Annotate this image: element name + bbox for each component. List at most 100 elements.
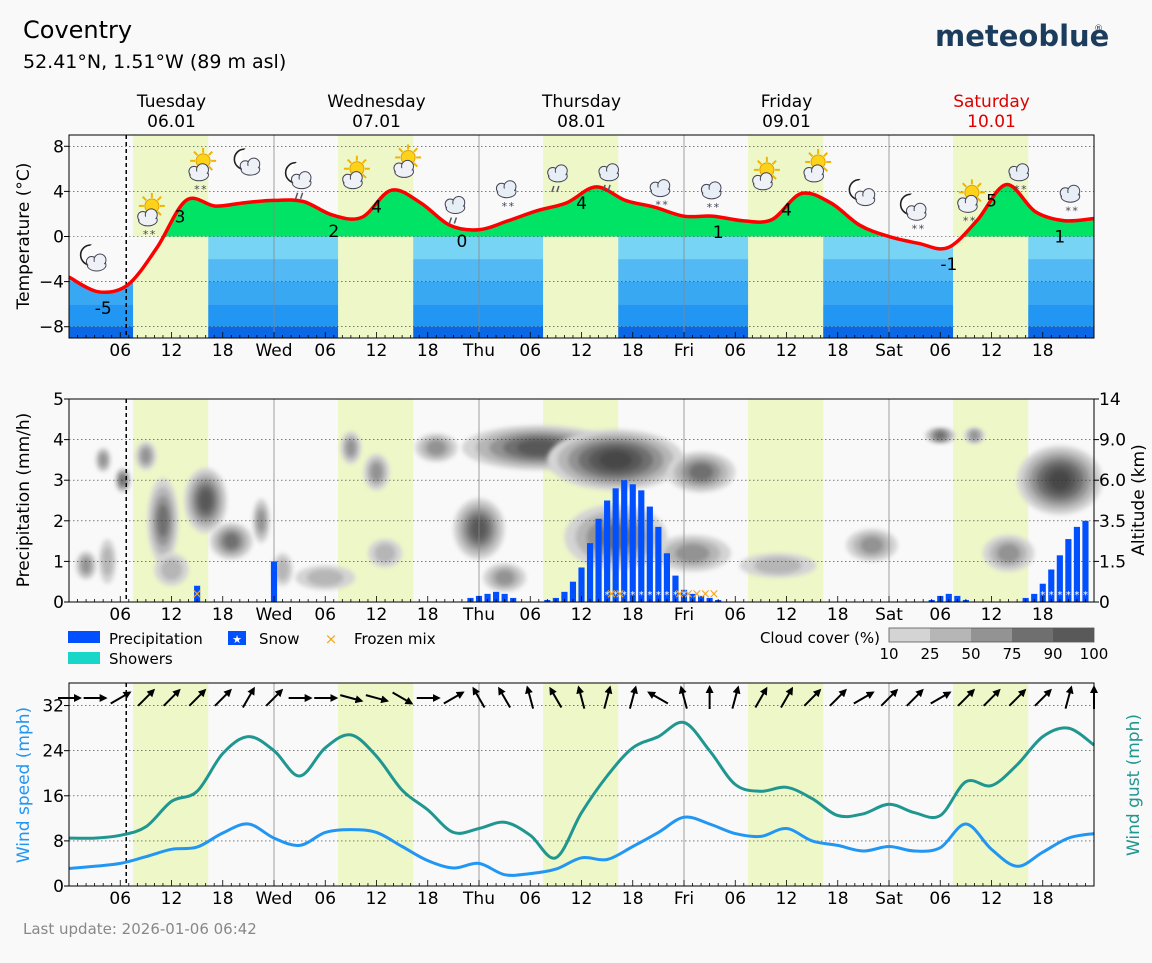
cloud-part (395, 168, 413, 177)
x-tick-label: 06 (519, 605, 541, 625)
wind-direction-arrow (110, 691, 132, 705)
rain-drop (607, 184, 611, 192)
x-tick-label: 12 (776, 341, 798, 361)
cloud-cover-scale-label: 25 (920, 645, 939, 663)
precipitation-bar (561, 591, 568, 602)
precipitation-bar (689, 593, 696, 602)
sun-cloud-snow-icon: * * (137, 192, 165, 241)
precipitation-bar (629, 484, 636, 602)
x-tick-label: 06 (109, 341, 131, 361)
temperature-value-label: -5 (95, 299, 112, 319)
x-tick-label: 06 (929, 605, 951, 625)
cloud-part (549, 172, 567, 182)
cloud-cover-swatch (1012, 628, 1053, 642)
x-tick-label: Sat (875, 341, 903, 361)
precipitation-axis-label: Precipitation (mm/h) (14, 413, 34, 588)
cloud-cover-contour (223, 533, 239, 549)
temperature-labels: -5 3 2 4 0 4 1 4 -1 5 1 (95, 192, 1066, 319)
precipitation-legend: Precipitation ★ Snow × Frozen mix Shower… (68, 627, 1108, 668)
y-tick-label: 4 (53, 431, 64, 451)
cloud-cover-contour (276, 558, 289, 581)
temperature-value-label: 1 (1054, 228, 1065, 248)
cloud-part (344, 179, 362, 188)
snow-flake: * (509, 200, 515, 213)
y-tick-label: 2 (53, 512, 64, 532)
cloud-cover-contour (426, 440, 446, 456)
rain-drop (551, 185, 555, 193)
wind-axes: 0 8 16 24 32 06 12 18 Wed 06 12 18 Thu 06 12 18 Fri 06 12 1… (42, 682, 1095, 909)
temperature-value-label: 5 (986, 192, 997, 212)
y-tick-label: 1 (53, 552, 64, 572)
snow-legend-swatch (228, 631, 246, 645)
precipitation-legend-swatch (68, 631, 100, 643)
precipitation-bar (569, 581, 577, 602)
snow-flake: * (662, 199, 668, 212)
rain-drop (299, 192, 304, 199)
precipitation-bar (1048, 569, 1055, 602)
sun-ray (398, 147, 404, 153)
cloud-cover-contour (934, 431, 946, 440)
precipitation-bar (1039, 583, 1046, 602)
temperature-value-label: 4 (371, 197, 382, 217)
x-tick-label: 18 (212, 341, 234, 361)
y-tick-label: 0 (53, 593, 64, 613)
temperature-value-label: 3 (175, 207, 186, 227)
x-tick-label: 06 (724, 605, 746, 625)
location-coordinates: 52.41°N, 1.51°W (89 m asl) (23, 51, 286, 73)
cloud-cover-contour (81, 558, 91, 573)
y-tick-label: −4 (39, 273, 64, 293)
snow-flake: * (655, 199, 661, 212)
moon-cloud-icon (848, 177, 876, 207)
daylight-band (338, 683, 414, 886)
cloud-part (139, 216, 157, 226)
cloud-cover-contour (370, 462, 383, 482)
cloud-cover-contour (141, 448, 151, 464)
daylight-band (748, 683, 824, 886)
rain-drop (453, 217, 458, 224)
precipitation-bar (484, 593, 491, 602)
cloud-cover-scale-label: 90 (1043, 645, 1062, 663)
wind-direction-arrow (957, 688, 976, 707)
cloud-cover-contour (754, 557, 802, 574)
y2-tick-label: 3.5 (1099, 512, 1126, 532)
sun-ray (808, 152, 814, 158)
rain-drop (602, 184, 606, 192)
frozen-mix-marker: × (614, 587, 625, 602)
day-name: Thursday (541, 92, 621, 112)
wind-direction-arrow (678, 685, 688, 709)
cloud-cover-contour (306, 569, 344, 586)
x-tick-label: 18 (212, 889, 234, 909)
x-tick-label: 12 (161, 341, 183, 361)
cloud-cover-legend-title: Cloud cover (%) (760, 629, 880, 647)
frozen-mix-marker: × (192, 587, 203, 602)
frozen-mix-marker: × (691, 587, 702, 602)
frozen-mix-marker: × (606, 587, 617, 602)
cloud-cover-scale: 10 25 50 75 90 100 (879, 627, 1108, 663)
wind-speed-line (68, 815, 1095, 877)
daylight-band (953, 399, 1029, 602)
cloud-part (651, 187, 669, 196)
x-tick-label: Thu (462, 341, 495, 361)
cloud-cover-swatch (889, 628, 930, 642)
snow-flake: * (1021, 183, 1027, 196)
sun-ray (976, 197, 982, 203)
precipitation-bar (638, 490, 645, 602)
sun-ray (771, 159, 777, 165)
wind-direction-arrow (829, 688, 847, 707)
cloud-part (703, 189, 721, 198)
wind-direction-arrow (853, 691, 875, 705)
sun-ray (771, 174, 777, 180)
x-tick-label: Thu (462, 889, 495, 909)
y2-tick-label: 0 (1099, 593, 1110, 613)
wind-direction-arrow (576, 685, 586, 709)
sun-cloud-icon (752, 156, 780, 191)
precipitation-bar (595, 518, 602, 602)
x-tick-label: 12 (161, 889, 183, 909)
cloud-part (293, 179, 311, 188)
snow-flake: * (194, 183, 200, 196)
sun-cloud-icon (803, 148, 832, 183)
snow-marker: * (682, 590, 687, 601)
snow-marker: * (639, 590, 644, 601)
